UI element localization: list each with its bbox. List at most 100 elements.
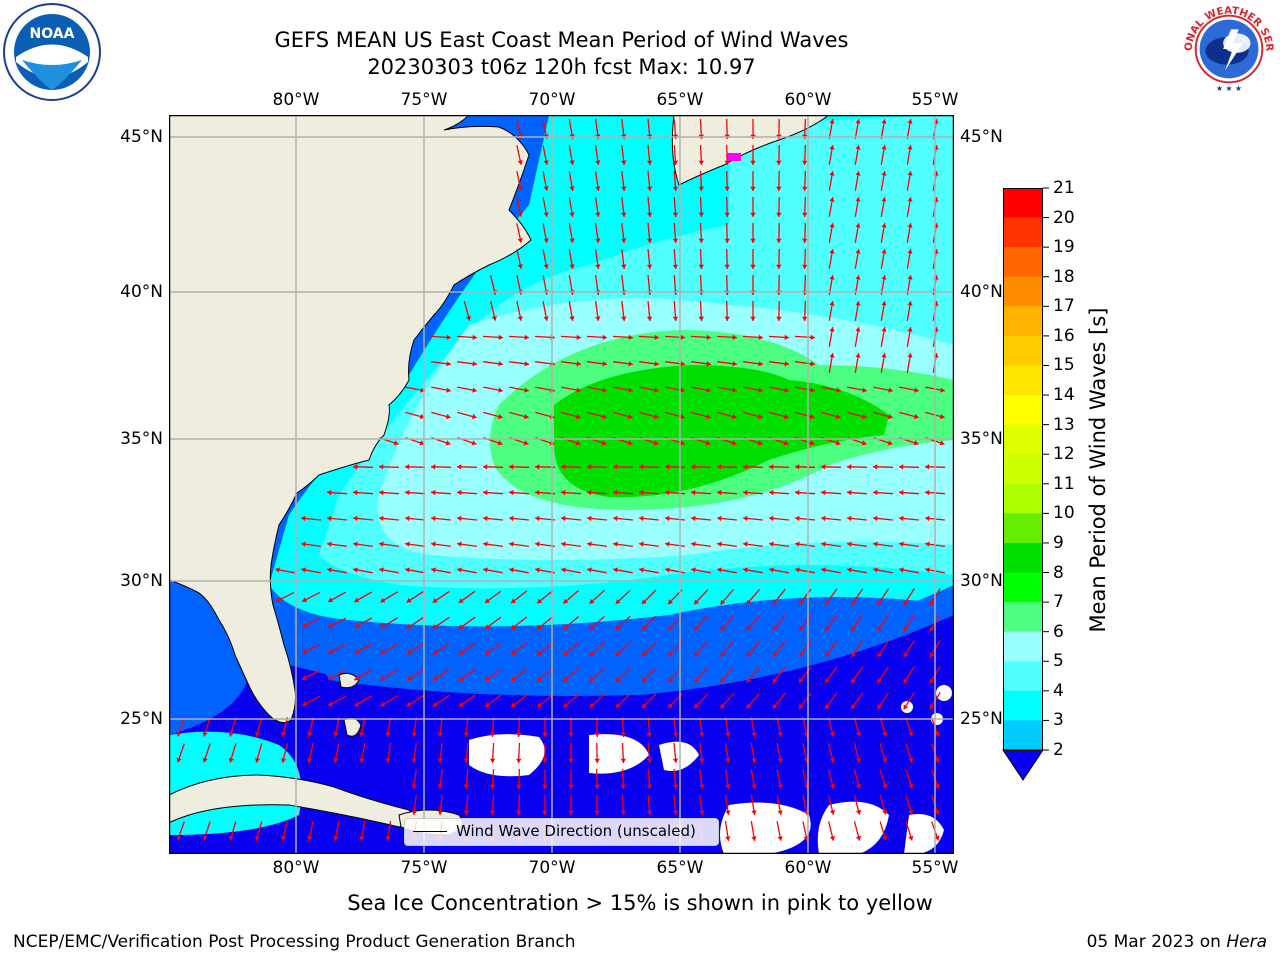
direction-arrow-head [855, 783, 862, 789]
colorbar-tick-label: 12 [1053, 444, 1075, 465]
direction-arrow-head [589, 598, 595, 604]
direction-arrow-head [568, 810, 574, 815]
lat-label-left: 45°N [120, 127, 163, 147]
direction-arrow-head [646, 264, 653, 269]
direction-arrow-head [802, 238, 808, 243]
direction-arrow-head [855, 145, 861, 150]
direction-arrow-head [654, 334, 659, 340]
direction-arrow-head [720, 625, 726, 631]
direction-arrow-head [751, 732, 757, 737]
direction-arrow-head [907, 197, 913, 202]
colorbar [1002, 187, 1049, 781]
direction-arrow-head [569, 316, 575, 321]
direction-arrow-head [498, 334, 503, 340]
direction-arrow-head [694, 651, 699, 657]
direction-arrow-head [720, 599, 726, 605]
direction-arrow-head [275, 567, 280, 573]
direction-arrow-head [490, 758, 496, 763]
direction-arrow-head [202, 835, 208, 841]
lat-label-right: 45°N [960, 127, 1003, 147]
direction-arrow-head [646, 810, 653, 815]
direction-arrow-head [769, 567, 774, 573]
direction-arrow-head [925, 515, 930, 522]
colorbar-segment [1003, 365, 1043, 396]
colorbar-tick-label: 18 [1053, 266, 1075, 287]
direction-arrow-head [380, 701, 386, 707]
direction-arrow-head [379, 567, 384, 573]
lat-label-left: 30°N [120, 571, 163, 591]
direction-arrow-head [354, 649, 360, 655]
direction-arrow-head [925, 489, 930, 496]
colorbar-segment [1003, 217, 1043, 248]
direction-arrow-head [302, 597, 308, 602]
direction-arrow-head [615, 651, 621, 656]
direction-arrow-head [717, 515, 722, 522]
lat-label-right: 30°N [960, 571, 1003, 591]
direction-arrow-head [665, 464, 670, 470]
direction-arrow-head [420, 387, 425, 393]
lon-label-bottom: 55°W [911, 858, 959, 878]
direction-arrow-head [829, 197, 835, 202]
direction-arrow-head [405, 515, 410, 522]
direction-arrow-head [653, 413, 659, 420]
direction-arrow-head [379, 464, 384, 470]
direction-arrow-head [176, 757, 182, 763]
direction-arrow-head [542, 784, 548, 789]
direction-arrow-head [746, 625, 752, 631]
direction-arrow-head [698, 186, 704, 191]
direction-arrow-head [543, 212, 549, 217]
direction-arrow-head [665, 489, 670, 496]
direction-arrow-head [654, 387, 659, 393]
direction-arrow-head [621, 316, 627, 321]
direction-arrow-head [668, 677, 673, 683]
direction-arrow-head [542, 758, 548, 763]
direction-arrow-head [406, 597, 412, 603]
lon-label-bottom: 65°W [656, 858, 704, 878]
direction-arrow-head [490, 810, 496, 815]
direction-arrow-head [720, 703, 726, 709]
direction-arrow-head [595, 264, 601, 269]
direction-arrow-head [602, 361, 607, 367]
direction-arrow-head [576, 361, 581, 367]
direction-arrow-head [445, 440, 451, 446]
colorbar-segment [1003, 395, 1043, 426]
direction-arrow-head [595, 160, 601, 165]
direction-arrow-head [835, 413, 841, 420]
direction-arrow-head [887, 440, 893, 446]
direction-arrow-head [809, 440, 815, 446]
direction-arrow-head [457, 541, 462, 547]
direction-arrow-head [939, 440, 945, 446]
direction-arrow-head [679, 440, 685, 446]
direction-arrow-head [829, 327, 835, 332]
direction-arrow-head [680, 387, 685, 393]
direction-arrow-head [353, 515, 358, 522]
direction-arrow-head [628, 361, 633, 367]
direction-arrow-head [471, 440, 477, 446]
svg-text:★ ★ ★: ★ ★ ★ [1216, 84, 1242, 93]
direction-arrow-head [498, 361, 503, 367]
direction-arrow-head [509, 541, 514, 547]
direction-arrow-head [706, 387, 711, 393]
direction-arrow-head [327, 489, 332, 496]
direction-arrow-head [706, 361, 711, 367]
direction-arrow-head [490, 732, 496, 737]
direction-arrow-head [847, 489, 852, 496]
direction-arrow-head [380, 649, 386, 655]
colorbar-segment [1003, 602, 1043, 633]
lon-label-top: 65°W [656, 90, 704, 110]
direction-arrow-head [524, 387, 529, 393]
direction-arrow-head [463, 732, 470, 737]
direction-arrow-head [432, 702, 438, 707]
direction-arrow-head [431, 541, 436, 547]
direction-arrow-head [705, 440, 711, 446]
direction-arrow-head [485, 598, 490, 603]
direction-arrow-head [405, 541, 410, 547]
direction-arrow-head [783, 440, 789, 446]
direction-arrow-head [855, 119, 861, 124]
direction-arrow-head [589, 676, 595, 682]
direction-arrow-head [743, 464, 748, 470]
direction-arrow-head [497, 413, 503, 420]
direction-arrow-head [353, 567, 358, 573]
direction-arrow-head [829, 758, 835, 763]
direction-arrow-head [511, 624, 517, 630]
